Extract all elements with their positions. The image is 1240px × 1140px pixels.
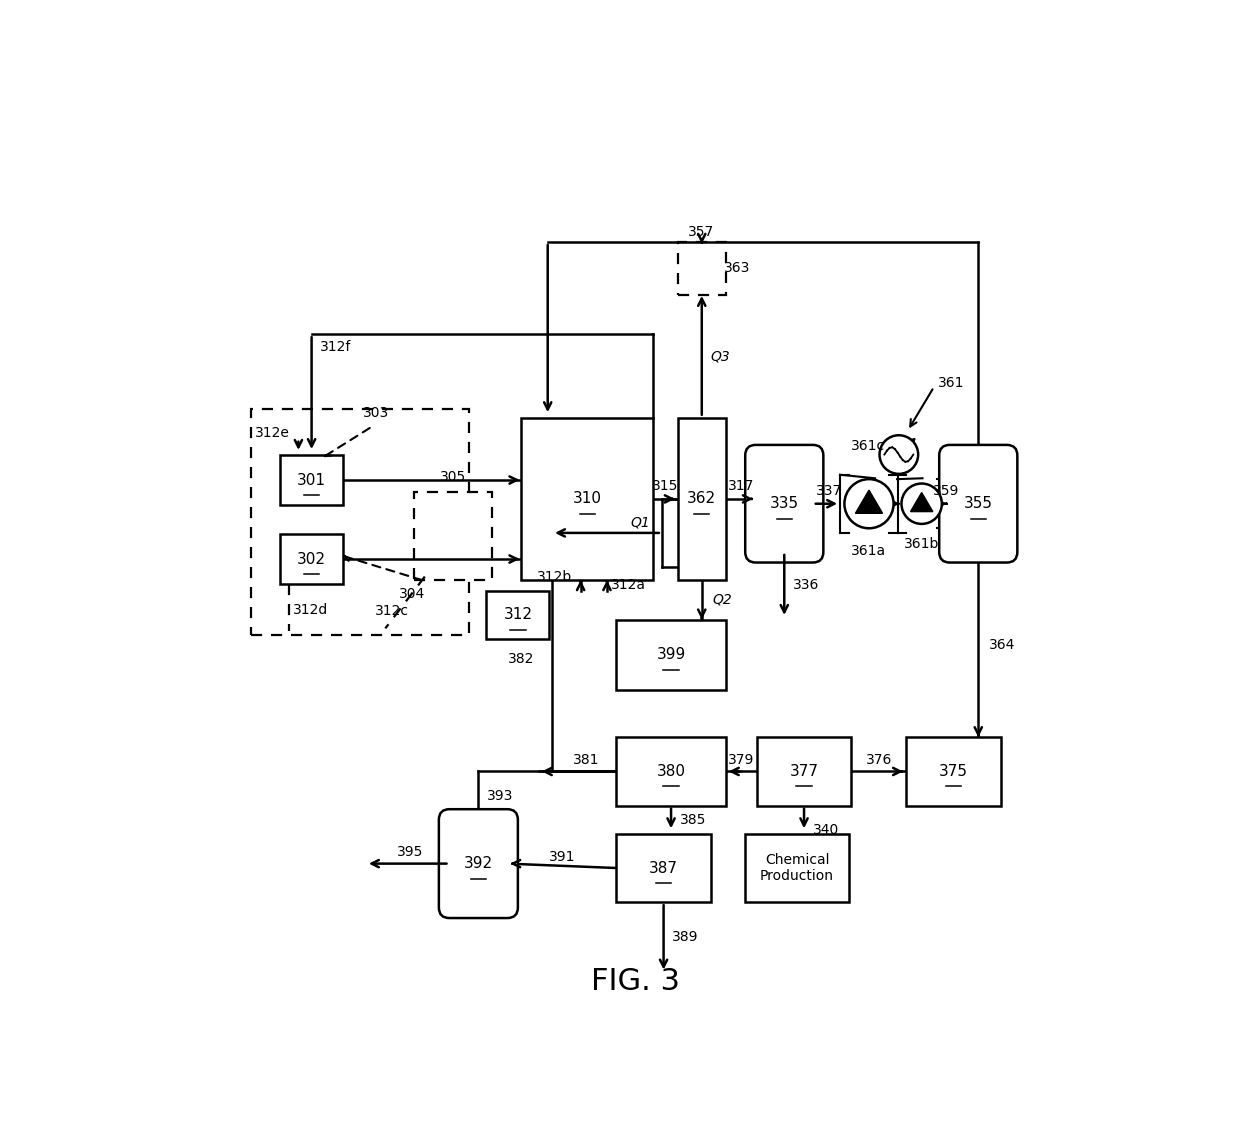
Text: 310: 310 [573, 491, 601, 506]
Bar [616, 738, 725, 806]
Text: 362: 362 [687, 491, 717, 506]
Text: 312: 312 [503, 608, 532, 622]
Text: 359: 359 [932, 483, 959, 497]
Text: 376: 376 [866, 754, 892, 767]
Text: 301: 301 [298, 472, 326, 488]
Text: 305: 305 [440, 470, 466, 483]
Bar [616, 833, 711, 902]
Bar [486, 591, 549, 638]
Text: 361c: 361c [851, 439, 884, 453]
Bar [677, 242, 725, 295]
Text: Q1: Q1 [630, 515, 650, 529]
Text: 357: 357 [688, 225, 714, 238]
Text: Q3: Q3 [711, 349, 730, 364]
Text: 363: 363 [724, 261, 750, 276]
Text: 315: 315 [652, 479, 678, 492]
Text: 395: 395 [397, 845, 423, 860]
Text: 335: 335 [770, 496, 799, 511]
Bar [414, 492, 491, 580]
Text: 312f: 312f [320, 341, 352, 355]
Text: 312b: 312b [537, 570, 572, 584]
Text: Chemical
Production: Chemical Production [760, 853, 835, 884]
Text: 385: 385 [680, 813, 707, 826]
Text: 392: 392 [464, 856, 494, 871]
Text: 337: 337 [816, 483, 842, 497]
Text: 377: 377 [790, 764, 818, 779]
Bar [280, 455, 343, 505]
Text: 312e: 312e [255, 425, 290, 440]
Text: 375: 375 [939, 764, 967, 779]
FancyBboxPatch shape [939, 445, 1017, 562]
Text: 312a: 312a [611, 578, 646, 593]
Text: 302: 302 [298, 552, 326, 567]
Text: 364: 364 [988, 637, 1016, 652]
Text: 312c: 312c [374, 604, 408, 618]
Circle shape [879, 435, 918, 474]
Text: 303: 303 [363, 406, 389, 421]
Text: 387: 387 [649, 861, 678, 876]
Bar [521, 417, 653, 580]
Text: 361: 361 [939, 375, 965, 390]
Text: Q2: Q2 [712, 593, 732, 606]
FancyBboxPatch shape [439, 809, 518, 918]
Bar [280, 534, 343, 585]
Polygon shape [910, 492, 932, 512]
Text: 379: 379 [728, 754, 754, 767]
Bar [745, 833, 849, 902]
Text: 361a: 361a [852, 544, 887, 559]
Text: 355: 355 [963, 496, 993, 511]
Bar [616, 620, 725, 690]
Bar [906, 738, 1001, 806]
Text: 361b: 361b [904, 537, 940, 551]
Text: 340: 340 [812, 823, 839, 837]
Circle shape [901, 483, 942, 524]
FancyBboxPatch shape [745, 445, 823, 562]
Polygon shape [856, 490, 883, 513]
Text: 336: 336 [794, 578, 820, 593]
Text: 391: 391 [548, 849, 575, 864]
Text: 399: 399 [656, 648, 686, 662]
Text: 381: 381 [573, 754, 600, 767]
Text: 380: 380 [656, 764, 686, 779]
Bar [250, 409, 469, 635]
Text: 382: 382 [508, 652, 534, 666]
Text: FIG. 3: FIG. 3 [591, 967, 680, 995]
Text: 317: 317 [728, 479, 754, 492]
Text: 389: 389 [672, 930, 699, 944]
Bar [677, 417, 725, 580]
Text: 304: 304 [398, 587, 425, 601]
Text: 312d: 312d [293, 603, 329, 617]
Circle shape [844, 479, 894, 528]
Text: 393: 393 [487, 789, 513, 803]
Bar [756, 738, 852, 806]
